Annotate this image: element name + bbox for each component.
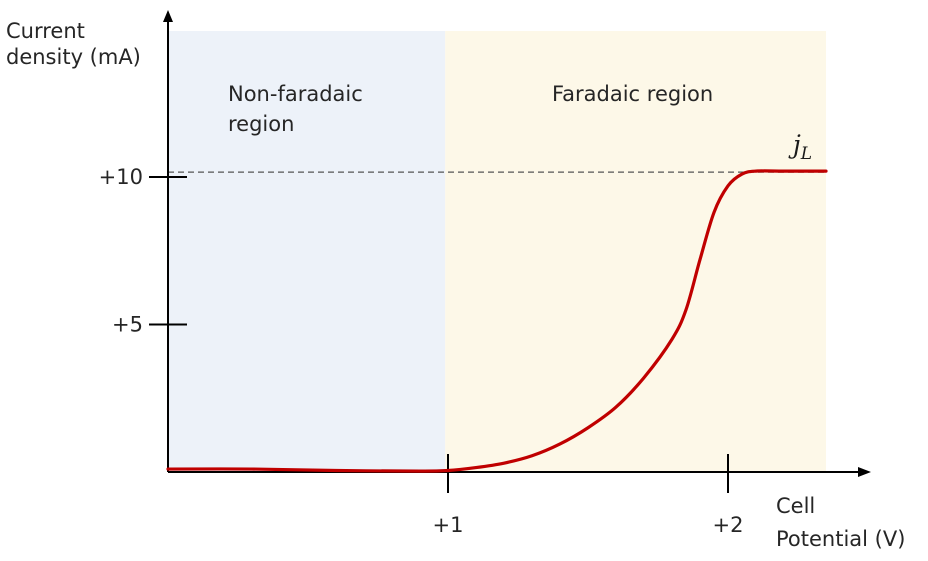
non-faradaic-label-line-2: region (228, 112, 294, 136)
faradaic-label-line-1: Faradaic region (552, 82, 713, 106)
x-tick-label: +1 (433, 513, 464, 537)
regions (168, 31, 826, 472)
x-axis-label-line-1: Cell (776, 494, 815, 518)
non-faradaic-label-line-1: Non-faradaic (228, 82, 363, 106)
non-faradaic-region-band (168, 31, 446, 472)
ticks: +1 +2 +5 +10 (99, 165, 744, 537)
x-axis-label: Cell Potential (V) (776, 494, 905, 551)
non-faradaic-region-label: Non-faradaic region (228, 82, 369, 136)
y-axis-label: Current density (mA) (6, 19, 141, 69)
y-tick-label: +5 (112, 313, 143, 337)
x-tick-label: +2 (713, 513, 744, 537)
y-axis-arrowhead (163, 10, 173, 22)
labels: Current density (mA) Cell Potential (V) … (6, 19, 905, 551)
x-axis-label-line-2: Potential (V) (776, 527, 905, 551)
faradaic-region-band (445, 31, 826, 472)
y-axis-label-line-2: density (mA) (6, 45, 141, 69)
limit-current-subscript: L (800, 144, 812, 164)
y-tick-label: +10 (99, 165, 143, 189)
y-axis-label-line-1: Current (6, 19, 85, 43)
faradaic-region-label: Faradaic region (552, 82, 713, 106)
current-density-curve (166, 169, 828, 473)
x-axis-arrowhead (858, 467, 871, 477)
